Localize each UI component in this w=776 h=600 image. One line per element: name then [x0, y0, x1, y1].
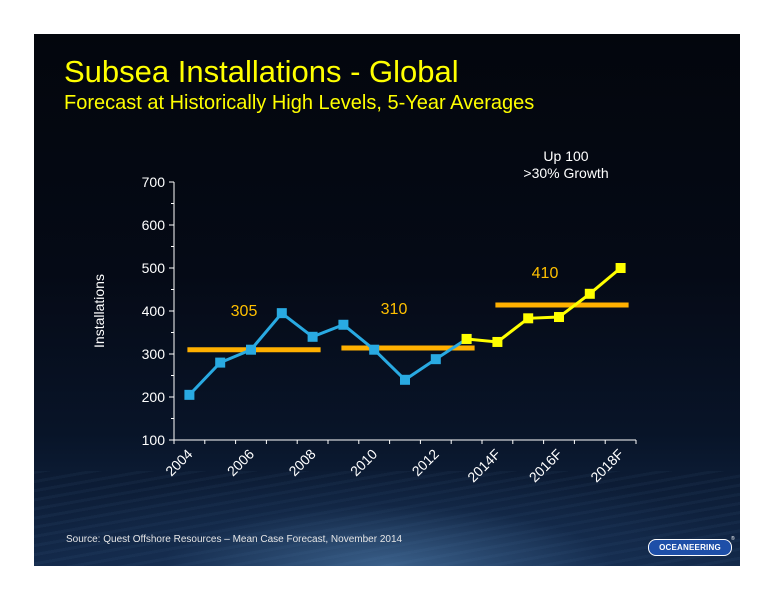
slide-title: Subsea Installations - Global — [64, 54, 459, 89]
average-label: 410 — [532, 265, 559, 282]
forecast-point — [554, 312, 564, 323]
x-tick-label: 2010 — [347, 446, 380, 479]
historical-line — [188, 311, 468, 396]
y-tick-label: 300 — [142, 346, 166, 362]
average-label: 310 — [381, 301, 408, 318]
x-tick-label: 2008 — [285, 446, 318, 479]
forecast-point — [461, 333, 472, 344]
historical-point — [430, 354, 441, 365]
growth-annotation-line1: Up 100 — [543, 148, 588, 164]
historical-point — [276, 308, 287, 319]
historical-point — [369, 344, 380, 355]
forecast-point — [615, 263, 626, 273]
historical-point — [215, 357, 226, 368]
y-tick-label: 500 — [142, 260, 166, 276]
growth-annotation-line2: >30% Growth — [523, 165, 608, 181]
y-tick-label: 600 — [142, 217, 166, 233]
forecast-point — [492, 336, 503, 347]
y-tick-label: 100 — [142, 432, 166, 448]
forecast-line — [466, 266, 622, 344]
x-tick-label: 2016F — [526, 446, 565, 485]
source-note: Source: Quest Offshore Resources – Mean … — [66, 534, 403, 545]
y-tick-label: 700 — [142, 174, 166, 190]
y-axis-title: Installations — [91, 274, 107, 348]
historical-point — [184, 389, 195, 400]
x-tick-label: 2018F — [587, 446, 626, 485]
installations-chart: 100 200 300 400 500 600 700 2004 2006 2008 2010 201… — [91, 148, 637, 485]
historical-point — [246, 344, 256, 355]
y-tick-label: 400 — [142, 303, 166, 319]
historical-point — [338, 319, 349, 330]
forecast-point — [523, 313, 534, 324]
registered-mark: ® — [731, 536, 735, 542]
x-tick-label: 2004 — [162, 446, 195, 479]
x-tick-label: 2014F — [464, 446, 503, 485]
x-tick-label: 2006 — [224, 446, 257, 479]
oceaneering-logo: OCEANEERING — [648, 539, 732, 556]
ocean-background — [34, 471, 740, 566]
historical-point — [307, 331, 318, 342]
slide: Subsea Installations - Global Forecast a… — [34, 34, 740, 566]
forecast-point — [584, 288, 595, 299]
x-tick-label: 2012 — [409, 446, 442, 479]
historical-point — [400, 374, 410, 385]
average-label: 305 — [231, 303, 258, 320]
slide-subtitle: Forecast at Historically High Levels, 5-… — [64, 92, 535, 114]
y-tick-label: 200 — [142, 389, 166, 405]
